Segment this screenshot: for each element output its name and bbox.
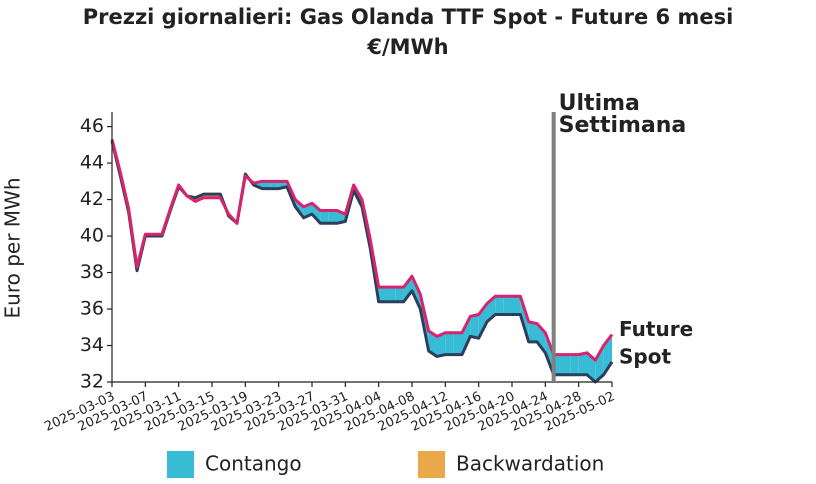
spread-area — [545, 332, 554, 375]
y-tick-label: 32 — [80, 371, 104, 393]
series-line — [110, 138, 614, 362]
chart-subtitle: €/MWh — [366, 35, 448, 59]
spread-area — [328, 210, 337, 224]
spread-area — [270, 181, 279, 189]
spread-area — [395, 287, 404, 302]
spread-area — [378, 287, 387, 302]
spread-area — [428, 330, 437, 357]
chart-title: Prezzi giornalieri: Gas Olanda TTF Spot … — [83, 5, 734, 29]
series-label: Future — [619, 317, 693, 341]
spread-area — [320, 210, 329, 224]
y-axis-label: Euro per MWh — [1, 178, 25, 319]
spread-area — [578, 352, 587, 375]
spread-area — [312, 203, 321, 224]
spread-area — [503, 296, 512, 315]
y-tick-label: 34 — [80, 334, 104, 356]
legend-label: Backwardation — [456, 452, 604, 476]
series-line — [110, 140, 614, 384]
spread-area — [495, 296, 504, 315]
spread-area — [387, 287, 396, 302]
legend-swatch — [167, 451, 194, 478]
spread-area — [412, 276, 421, 310]
spread-area — [528, 321, 537, 342]
spread-area — [445, 332, 454, 355]
series-label: Spot — [619, 344, 671, 368]
spread-area — [562, 354, 571, 375]
spread-area — [512, 296, 521, 315]
y-tick-label: 42 — [80, 188, 104, 210]
legend-label: Contango — [205, 452, 302, 476]
annotation-text: Ultima — [559, 91, 640, 116]
annotation-text: Settimana — [559, 113, 687, 138]
y-tick-label: 46 — [80, 115, 104, 137]
y-tick-label: 36 — [80, 298, 104, 320]
spread-area — [437, 332, 446, 357]
y-tick-label: 44 — [80, 152, 104, 174]
y-tick-label: 40 — [80, 225, 104, 247]
legend-swatch — [418, 451, 445, 478]
spread-area — [262, 181, 271, 189]
spread-area — [470, 314, 479, 339]
spread-area — [403, 276, 412, 302]
spread-area — [595, 345, 604, 382]
y-tick-label: 38 — [80, 261, 104, 283]
spread-area — [453, 332, 462, 355]
spread-area — [570, 354, 579, 375]
spread-area — [462, 316, 471, 355]
spread-area — [553, 354, 562, 375]
